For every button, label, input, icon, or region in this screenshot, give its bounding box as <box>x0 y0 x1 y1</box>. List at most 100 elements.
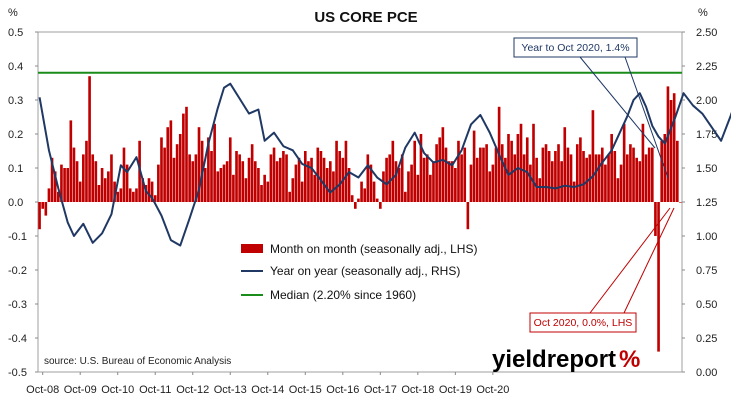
bar-month-on-month <box>128 188 132 202</box>
bar-month-on-month <box>454 168 457 202</box>
bar-month-on-month <box>582 151 585 202</box>
bar-month-on-month <box>53 171 57 202</box>
bar-month-on-month <box>250 144 254 202</box>
bar-month-on-month <box>88 76 91 202</box>
right-tick-label: 0.00 <box>696 367 717 379</box>
bar-month-on-month <box>544 144 548 202</box>
x-tick-label: Oct-13 <box>214 384 247 396</box>
bar-month-on-month <box>591 110 595 202</box>
bar-month-on-month <box>60 164 63 202</box>
bar-month-on-month <box>669 100 673 202</box>
right-axis-unit: % <box>698 7 708 19</box>
right-tick-label: 2.00 <box>696 95 717 107</box>
bar-month-on-month <box>382 171 385 202</box>
bar-month-on-month <box>113 181 116 202</box>
bar-month-on-month <box>269 154 273 202</box>
bar-month-on-month <box>303 151 307 202</box>
bar-month-on-month <box>322 157 326 202</box>
bar-month-on-month <box>328 161 332 202</box>
right-tick-label: 1.75 <box>696 129 717 141</box>
bar-month-on-month <box>419 134 423 202</box>
left-tick-label: -0.1 <box>8 231 27 243</box>
bar-month-on-month <box>638 161 642 202</box>
bar-month-on-month <box>272 147 276 202</box>
bar-month-on-month <box>166 127 170 202</box>
bar-month-on-month <box>563 127 567 202</box>
bar-month-on-month <box>310 157 313 202</box>
bar-month-on-month <box>491 164 495 202</box>
bar-month-on-month <box>97 185 101 202</box>
bar-month-on-month <box>63 168 66 202</box>
bar-month-on-month <box>485 144 488 202</box>
bar-month-on-month <box>332 171 335 202</box>
bar-month-on-month <box>288 191 291 202</box>
bar-month-on-month <box>425 154 429 202</box>
bar-month-on-month <box>447 161 451 202</box>
bar-month-on-month <box>575 144 579 202</box>
bar-month-on-month <box>57 191 60 202</box>
bar-month-on-month <box>429 174 432 202</box>
left-tick-label: -0.2 <box>8 265 27 277</box>
bar-month-on-month <box>175 144 179 202</box>
x-tick-label: Oct-12 <box>176 384 209 396</box>
left-tick-label: -0.3 <box>8 299 27 311</box>
bar-month-on-month <box>529 164 532 202</box>
bar-month-on-month <box>569 154 573 202</box>
bar-month-on-month <box>525 137 529 202</box>
bar-month-on-month <box>469 164 473 202</box>
bar-month-on-month <box>404 191 407 202</box>
bar-month-on-month <box>600 147 604 202</box>
bar-month-on-month <box>285 154 288 202</box>
x-tick-label: Oct-09 <box>64 384 97 396</box>
bar-month-on-month <box>157 164 160 202</box>
bar-month-on-month <box>185 106 188 202</box>
bar-month-on-month <box>547 151 551 202</box>
annotation-yoy-box <box>513 37 638 58</box>
bar-month-on-month <box>338 151 341 202</box>
brand-name: yieldreport <box>492 346 616 373</box>
bar-month-on-month <box>78 181 82 202</box>
bar-month-on-month <box>644 154 648 202</box>
bar-month-on-month <box>72 147 76 202</box>
bar-month-on-month <box>91 154 95 202</box>
bar-month-on-month <box>107 171 110 202</box>
bar-month-on-month <box>585 157 588 202</box>
bar-month-on-month <box>441 127 445 202</box>
bar-month-on-month <box>266 181 270 202</box>
bar-month-on-month <box>597 154 601 202</box>
bar-month-on-month <box>413 140 417 202</box>
bar-month-on-month <box>566 147 570 202</box>
left-tick-label: -0.5 <box>8 367 27 379</box>
bar-month-on-month <box>550 161 554 202</box>
bar-month-on-month <box>372 181 376 202</box>
brand-symbol: % <box>619 346 640 373</box>
bar-month-on-month <box>625 154 629 202</box>
bar-month-on-month <box>194 154 198 202</box>
bar-month-on-month <box>94 161 98 202</box>
bar-month-on-month <box>444 147 448 202</box>
right-tick-label: 2.50 <box>696 27 717 39</box>
bar-month-on-month <box>69 120 73 202</box>
source-note: source: U.S. Bureau of Economic Analysis <box>44 356 231 367</box>
bar-month-on-month <box>650 147 654 202</box>
bar-month-on-month <box>235 151 238 202</box>
bar-month-on-month <box>616 178 620 202</box>
bar-month-on-month <box>363 188 367 202</box>
x-tick-label: Oct-14 <box>251 384 284 396</box>
bar-month-on-month <box>366 154 370 202</box>
yoy-line <box>38 82 731 247</box>
bar-month-on-month <box>488 171 492 202</box>
bar-month-on-month <box>619 164 623 202</box>
right-tick-label: 0.50 <box>696 299 717 311</box>
annotation-yoy-leader <box>579 56 656 149</box>
bar-month-on-month <box>676 140 679 202</box>
bar-month-on-month <box>197 127 201 202</box>
bar-month-on-month <box>125 164 129 202</box>
bar-month-on-month <box>494 147 498 202</box>
bar-month-on-month <box>122 147 126 202</box>
bar-month-on-month <box>307 161 310 202</box>
bar-month-on-month <box>191 161 195 202</box>
bar-month-on-month <box>44 202 48 216</box>
bar-month-on-month <box>144 185 148 202</box>
bar-month-on-month <box>213 123 216 202</box>
